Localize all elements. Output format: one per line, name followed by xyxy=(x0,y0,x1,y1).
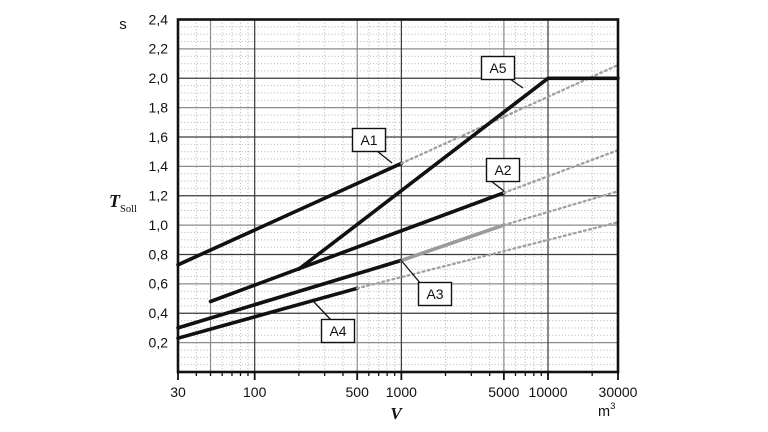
series-A2-solid-black xyxy=(208,191,506,304)
y-axis-unit: s xyxy=(119,16,127,33)
label-leader-line xyxy=(509,78,524,89)
y-tick-label: 1,6 xyxy=(149,129,169,145)
y-tick-label: 0,2 xyxy=(149,334,169,350)
x-tick-label: 5000 xyxy=(488,384,519,400)
series-A4-dotted-gray xyxy=(356,221,620,290)
series-A1-solid-black xyxy=(176,161,404,267)
label-box xyxy=(351,127,387,153)
x-tick-label: 10000 xyxy=(529,384,568,400)
y-tick-label: 2,2 xyxy=(149,41,169,57)
x-tick-label: 1000 xyxy=(386,384,417,400)
series-A2-dotted-gray xyxy=(502,149,620,194)
series-label-A4: A4 xyxy=(313,301,356,344)
series-label-A3: A3 xyxy=(399,258,453,307)
label-text: A2 xyxy=(494,162,511,178)
series-label-A1: A1 xyxy=(351,127,393,164)
label-box xyxy=(417,281,453,307)
grid-major-black xyxy=(178,19,618,372)
y-tick-label: 0,6 xyxy=(149,276,169,292)
x-tick-label: 500 xyxy=(346,384,370,400)
series-A1 xyxy=(176,63,620,267)
label-box xyxy=(320,318,356,344)
series-label-A5: A5 xyxy=(480,55,524,89)
y-tick-label: 0,8 xyxy=(149,246,169,262)
x-axis-title: V xyxy=(390,404,403,423)
label-leader-line xyxy=(376,150,393,164)
x-tick-labels: 30 100 500 1000 5000 10000 30000 xyxy=(170,384,637,400)
y-tick-label: 1,8 xyxy=(149,99,169,115)
series-A5 xyxy=(296,76,620,272)
label-text: A3 xyxy=(426,286,443,302)
label-text: A4 xyxy=(329,323,346,339)
x-tick-label: 30 xyxy=(170,384,186,400)
x-axis-ticks xyxy=(177,372,619,380)
series-A3-dotted-gray xyxy=(502,190,620,227)
y-tick-label: 1,2 xyxy=(149,188,169,204)
y-tick-label: 0,4 xyxy=(149,305,169,321)
y-tick-labels: 0,2 0,4 0,6 0,8 1,0 1,2 1,4 1,6 1,8 2,0 2,2 2,4 xyxy=(149,11,169,350)
y-tick-label: 2,4 xyxy=(149,11,169,27)
series-A5-solid-black xyxy=(296,76,620,272)
x-tick-label: 30000 xyxy=(599,384,638,400)
y-axis-title: TSoll xyxy=(109,191,137,215)
label-leader-line xyxy=(399,258,422,285)
label-box xyxy=(485,157,521,183)
series-A1-dotted-gray xyxy=(400,63,620,165)
label-leader-line xyxy=(313,301,332,321)
series-A4-solid-black xyxy=(176,286,360,341)
series-A2 xyxy=(208,149,620,304)
x-tick-label: 100 xyxy=(243,384,267,400)
x-axis-unit: m3 xyxy=(598,401,615,420)
label-box xyxy=(480,55,516,81)
y-tick-label: 2,0 xyxy=(149,70,169,86)
y-tick-label: 1,4 xyxy=(149,158,169,174)
plot-frame xyxy=(176,18,620,374)
y-tick-label: 1,0 xyxy=(149,217,169,233)
series-A3-solid-gray xyxy=(399,223,506,263)
series-A3-solid-black xyxy=(176,258,404,330)
series-label-A2: A2 xyxy=(485,157,521,192)
label-text: A1 xyxy=(360,132,377,148)
series-A4 xyxy=(176,221,620,341)
label-text: A5 xyxy=(489,60,506,76)
label-leader-line xyxy=(490,180,505,192)
series-A3 xyxy=(176,190,620,330)
